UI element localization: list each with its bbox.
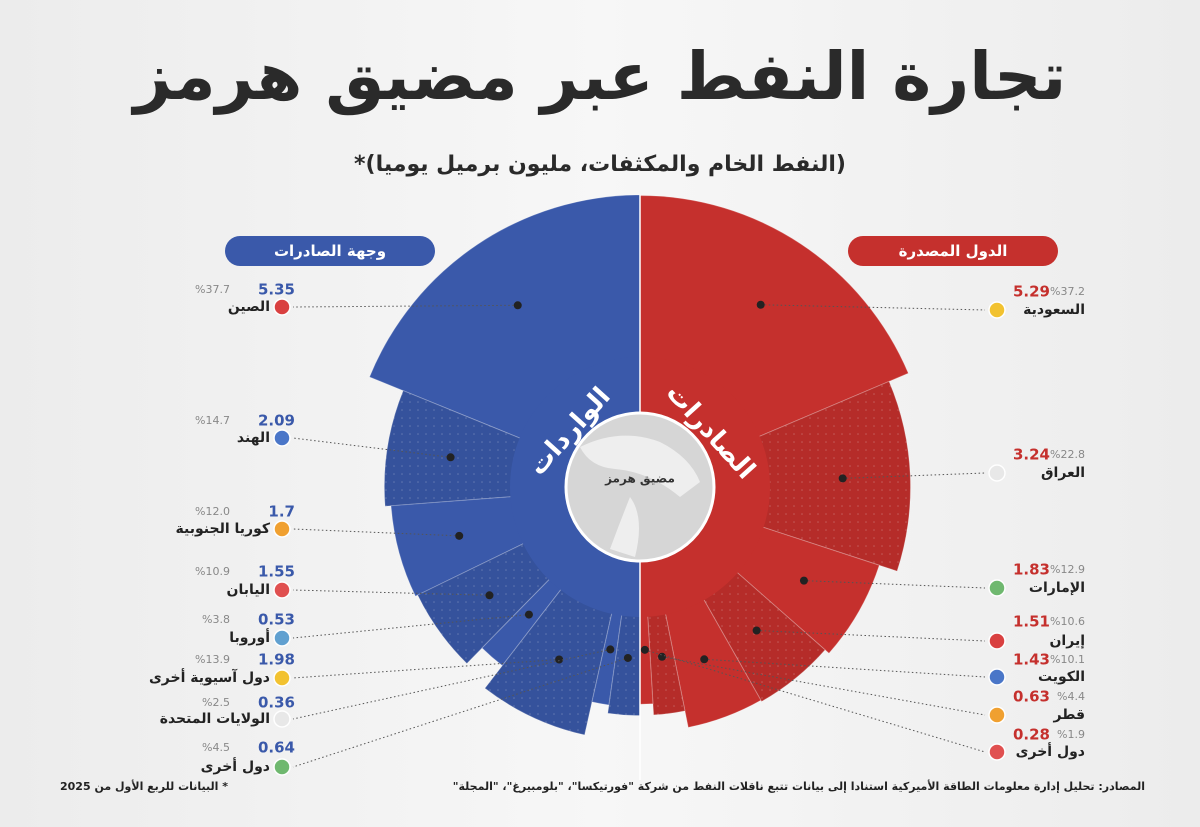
subtitle: (النفط الخام والمكثفات، مليون برميل يومي… xyxy=(354,152,846,177)
category-label: دول أخرى xyxy=(1016,742,1085,760)
segment-pattern xyxy=(640,381,911,572)
leader-dot xyxy=(446,453,455,462)
legend-pill: الدول المصدرة xyxy=(848,236,1058,266)
value-label: 0.28 xyxy=(1013,726,1050,744)
share-label: %14.7 xyxy=(195,414,230,427)
category-label: دول آسيوية أخرى xyxy=(149,668,270,686)
leader-dot xyxy=(455,531,464,540)
value-label: 1.98 xyxy=(258,651,295,669)
leader-dot xyxy=(756,300,765,309)
category-label: قطر xyxy=(1052,707,1085,723)
value-label: 0.64 xyxy=(258,739,295,757)
value-label: 2.09 xyxy=(258,412,295,430)
leader-dot xyxy=(838,474,847,483)
value-label: 1.7 xyxy=(268,503,295,521)
share-label: %4.4 xyxy=(1057,690,1085,703)
leader-dot xyxy=(623,653,632,662)
flag xyxy=(988,668,1006,686)
leader-line xyxy=(661,656,986,716)
segment-shade xyxy=(640,381,911,572)
share-label: %12.9 xyxy=(1050,563,1085,576)
leader-dot xyxy=(799,576,808,585)
land-shape xyxy=(580,435,700,557)
category-label: اليابان xyxy=(227,582,271,598)
leader-dot xyxy=(513,301,522,310)
leader-line xyxy=(704,658,986,678)
leader-dot xyxy=(752,626,761,635)
category-label: أوروبا xyxy=(229,628,270,646)
share-label: %12.0 xyxy=(195,505,230,518)
note: * البيانات للربع الأول من 2025 xyxy=(60,780,229,793)
flag xyxy=(988,706,1006,724)
title: تجارة النفط عبر مضيق هرمز xyxy=(133,38,1067,115)
flag xyxy=(273,758,291,776)
leader-dot xyxy=(606,645,615,654)
value-label: 1.43 xyxy=(1013,651,1050,669)
value-label: 0.63 xyxy=(1013,688,1050,706)
share-label: %4.5 xyxy=(202,741,230,754)
flag xyxy=(273,629,291,647)
category-label: الإمارات xyxy=(1029,580,1085,596)
category-label: الهند xyxy=(237,430,270,446)
source: المصادر: تحليل إدارة معلومات الطاقة الأم… xyxy=(452,780,1145,793)
share-label: %10.1 xyxy=(1050,653,1085,666)
category-label: إيران xyxy=(1049,633,1085,649)
category-label: دول أخرى xyxy=(201,757,270,775)
flag xyxy=(988,743,1006,761)
leader-dot xyxy=(524,610,533,619)
flag xyxy=(273,520,291,538)
category-label: الصين xyxy=(228,299,270,315)
share-label: %22.8 xyxy=(1050,448,1085,461)
share-label: %3.8 xyxy=(202,613,230,626)
share-label: %10.9 xyxy=(195,565,230,578)
value-label: 1.83 xyxy=(1013,561,1050,579)
leader-line xyxy=(292,589,490,596)
category-label: الولايات المتحدة xyxy=(160,711,270,727)
share-label: %37.2 xyxy=(1050,285,1085,298)
category-label: السعودية xyxy=(1023,302,1085,318)
category-label: كوريا الجنوبية xyxy=(176,521,271,537)
value-label: 0.53 xyxy=(258,611,295,629)
category-label: العراق xyxy=(1041,465,1085,481)
legend-pill: وجهة الصادرات xyxy=(225,236,435,266)
category-label: الكويت xyxy=(1038,669,1085,685)
leader-dot xyxy=(555,655,564,664)
leader-dot xyxy=(658,652,667,661)
value-label: 5.35 xyxy=(258,281,295,299)
center-label: مضيق هرمز xyxy=(604,472,675,486)
value-label: 1.51 xyxy=(1013,613,1050,631)
share-label: %1.9 xyxy=(1057,728,1085,741)
leader-line xyxy=(292,657,629,768)
value-label: 3.24 xyxy=(1013,446,1050,464)
leader-line xyxy=(292,304,518,308)
share-label: %2.5 xyxy=(202,696,230,709)
value-label: 1.55 xyxy=(258,563,295,581)
flag xyxy=(273,581,291,599)
leader-line xyxy=(292,659,560,679)
flag xyxy=(273,669,291,687)
value-label: 0.36 xyxy=(258,694,295,712)
leader-dot xyxy=(485,591,494,600)
flag xyxy=(988,579,1006,597)
leader-dot xyxy=(640,645,649,654)
share-label: %13.9 xyxy=(195,653,230,666)
flag xyxy=(988,301,1006,319)
flag xyxy=(988,464,1006,482)
leader-line xyxy=(292,437,451,458)
flag xyxy=(988,632,1006,650)
share-label: %10.6 xyxy=(1050,615,1085,628)
flag xyxy=(273,298,291,316)
value-label: 5.29 xyxy=(1013,283,1050,301)
flag xyxy=(273,710,291,728)
leader-dot xyxy=(700,655,709,664)
share-label: %37.7 xyxy=(195,283,230,296)
leader-line xyxy=(760,304,986,311)
flag xyxy=(273,429,291,447)
